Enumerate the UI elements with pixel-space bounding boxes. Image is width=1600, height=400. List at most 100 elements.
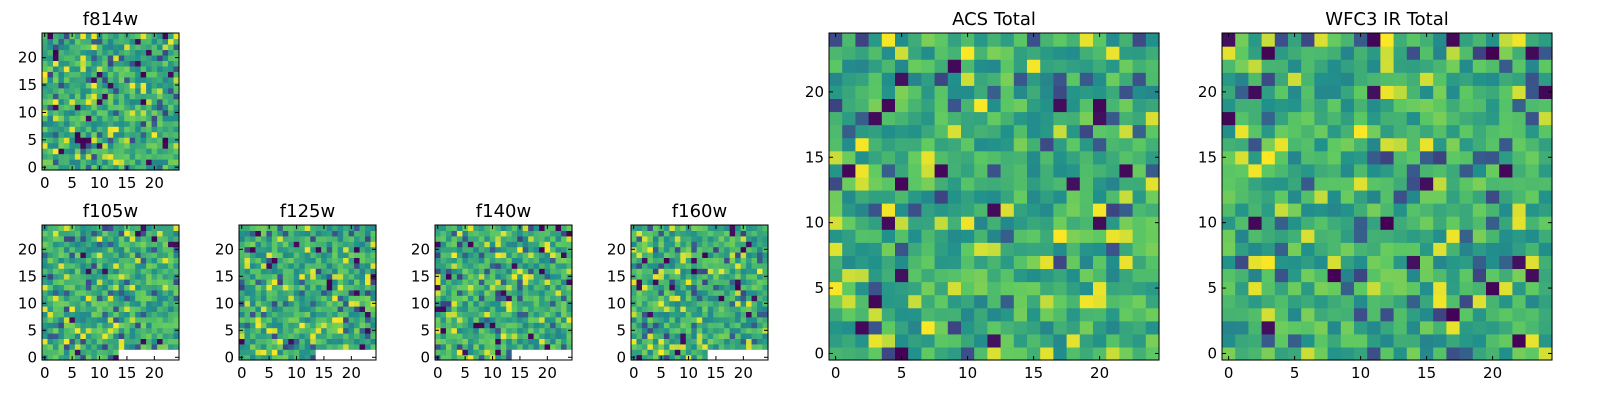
heatmap-cell <box>500 273 507 280</box>
heatmap-cell <box>1093 242 1107 256</box>
heatmap-cell <box>151 230 158 237</box>
heatmap-cell <box>42 159 49 166</box>
heatmap-cell <box>315 289 322 296</box>
heatmap-cell <box>282 284 289 291</box>
heatmap-cells <box>239 225 377 361</box>
heatmap-cell <box>326 257 333 264</box>
heatmap-cell <box>348 241 355 248</box>
heatmap-cell <box>140 137 147 144</box>
heatmap-cell <box>713 273 720 280</box>
heatmap-cell <box>740 273 747 280</box>
heatmap-cell <box>652 311 659 318</box>
heatmap-cell <box>124 137 131 144</box>
heatmap-cell <box>96 252 103 258</box>
heatmap-cell <box>1013 255 1028 270</box>
heatmap-cell <box>669 273 676 280</box>
heatmap-cell <box>102 126 109 133</box>
heatmap-cell <box>707 338 714 345</box>
heatmap-cell <box>1406 242 1421 256</box>
heatmap-cell <box>1000 307 1015 322</box>
heatmap-cell <box>118 38 125 45</box>
heatmap-cell <box>321 268 328 275</box>
heatmap-cell <box>1472 294 1487 309</box>
heatmap-cell <box>729 257 736 264</box>
heatmap-cell <box>685 316 692 323</box>
heatmap-cell <box>107 316 114 323</box>
heatmap-cell <box>680 246 687 253</box>
heatmap-cell <box>484 311 491 318</box>
heatmap-cell <box>239 333 246 339</box>
heatmap-cell <box>751 230 758 237</box>
heatmap-cell <box>762 235 769 242</box>
heatmap-cell <box>1380 255 1395 270</box>
heatmap-cell <box>168 262 175 269</box>
heatmap-cell <box>1222 203 1236 217</box>
heatmap-cell <box>1000 176 1015 191</box>
heatmap-cell <box>249 354 257 361</box>
heatmap-cell <box>680 343 687 350</box>
heatmap-cell <box>1420 72 1434 86</box>
heatmap-cell <box>740 316 747 323</box>
heatmap-cell <box>908 137 922 152</box>
heatmap-cell <box>1314 203 1329 217</box>
heatmap-cell <box>947 294 962 309</box>
heatmap-cell <box>1066 137 1081 152</box>
heatmap-cell <box>69 311 76 318</box>
heatmap-cells <box>1222 33 1553 361</box>
heatmap-cell <box>1288 72 1302 86</box>
heatmap-cell <box>266 252 273 258</box>
heatmap-cell <box>1354 33 1368 47</box>
heatmap-cell <box>908 346 922 361</box>
heatmap-cell <box>271 354 278 361</box>
heatmap-cell <box>533 230 540 237</box>
heatmap-cell <box>1053 163 1068 178</box>
heatmap-cell <box>658 257 665 264</box>
heatmap-cell <box>118 93 125 100</box>
heatmap-cell <box>135 306 142 312</box>
heatmap-cell <box>343 354 350 361</box>
heatmap-cell <box>1433 346 1447 361</box>
heatmap-cell <box>343 284 350 291</box>
heatmap-cell <box>74 333 81 339</box>
heatmap-cell <box>631 316 638 323</box>
heatmap-cell <box>1027 163 1041 178</box>
heatmap-cell <box>478 257 485 264</box>
heatmap-cell <box>1248 255 1263 270</box>
heatmap-cell <box>908 33 922 47</box>
heatmap-cell <box>974 216 988 230</box>
heatmap-cell <box>69 273 76 280</box>
heatmap-cell <box>359 262 366 269</box>
heatmap-cell <box>168 65 175 72</box>
heatmap-cell <box>1013 85 1028 99</box>
heatmap-cell <box>1248 268 1263 283</box>
heatmap-cell <box>1235 150 1249 165</box>
y-tick-label: 20 <box>18 49 37 67</box>
heatmap-cell <box>354 322 361 329</box>
heatmap-cell <box>561 246 568 253</box>
heatmap-cell <box>310 257 317 264</box>
heatmap-cell <box>555 333 562 339</box>
heatmap-cell <box>757 306 764 312</box>
heatmap-cell <box>631 268 638 275</box>
heatmap-cell <box>96 104 103 111</box>
heatmap-cell <box>691 295 698 302</box>
heatmap-cell <box>85 300 92 307</box>
heatmap-cell <box>947 216 962 230</box>
heatmap-cell <box>107 311 114 318</box>
heatmap-cell <box>1380 307 1395 322</box>
heatmap-cell <box>842 203 856 217</box>
heatmap-cell <box>124 311 131 318</box>
heatmap-cell <box>1000 242 1015 256</box>
heatmap-cell <box>288 343 295 350</box>
heatmap-cell <box>1525 229 1540 243</box>
heatmap-cell <box>326 338 333 345</box>
heatmap-cell <box>539 241 546 248</box>
heatmap-cell <box>855 242 870 256</box>
heatmap-cell <box>168 333 175 339</box>
heatmap-cell <box>96 279 103 285</box>
heatmap-cell <box>881 189 896 204</box>
heatmap-cell <box>129 49 136 56</box>
heatmap-cell <box>561 289 568 296</box>
heatmap-cell <box>544 279 551 285</box>
heatmap-cell <box>157 230 164 237</box>
